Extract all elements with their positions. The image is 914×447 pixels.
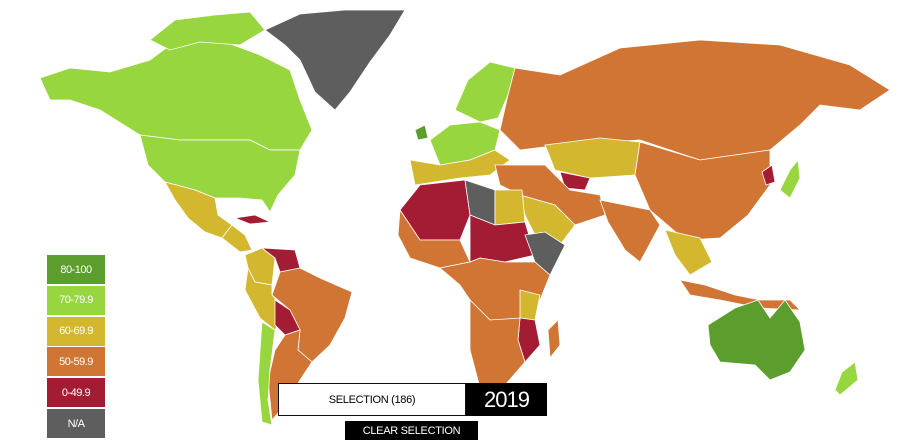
southern-europe[interactable] <box>409 149 511 186</box>
legend-item[interactable]: 80-100 <box>47 255 105 284</box>
legend-item[interactable]: 70-79.9 <box>47 285 105 315</box>
north-korea[interactable] <box>761 164 776 186</box>
kazakhstan[interactable] <box>544 137 641 179</box>
ireland[interactable] <box>414 124 429 141</box>
southern-africa[interactable] <box>469 299 526 389</box>
china[interactable] <box>634 141 771 241</box>
selection-box[interactable]: SELECTION (186) <box>278 383 466 416</box>
libya[interactable] <box>464 179 496 226</box>
year-display[interactable]: 2019 <box>466 383 547 416</box>
madagascar[interactable] <box>547 319 561 360</box>
chile[interactable] <box>257 321 276 426</box>
southeast-asia[interactable] <box>664 229 713 276</box>
horn-of-africa[interactable] <box>524 231 566 276</box>
new-zealand[interactable] <box>834 361 859 396</box>
legend-item[interactable]: 0-49.9 <box>47 378 105 408</box>
indonesia[interactable] <box>679 279 802 311</box>
clear-selection-button[interactable]: CLEAR SELECTION <box>345 421 478 440</box>
legend-item[interactable]: N/A <box>47 409 105 438</box>
greenland[interactable] <box>264 9 406 111</box>
legend-item[interactable]: 50-59.9 <box>47 347 105 377</box>
tanzania[interactable] <box>519 289 541 321</box>
egypt[interactable] <box>494 189 526 226</box>
india[interactable] <box>599 199 661 263</box>
japan[interactable] <box>779 158 801 199</box>
russia[interactable] <box>499 39 891 161</box>
legend-item[interactable]: 60-69.9 <box>47 316 105 346</box>
turkmenistan[interactable] <box>559 171 591 191</box>
central-america[interactable] <box>221 224 253 253</box>
brazil[interactable] <box>271 267 353 363</box>
australia[interactable] <box>707 299 806 381</box>
canada[interactable] <box>39 39 313 151</box>
cuba[interactable] <box>233 214 272 225</box>
